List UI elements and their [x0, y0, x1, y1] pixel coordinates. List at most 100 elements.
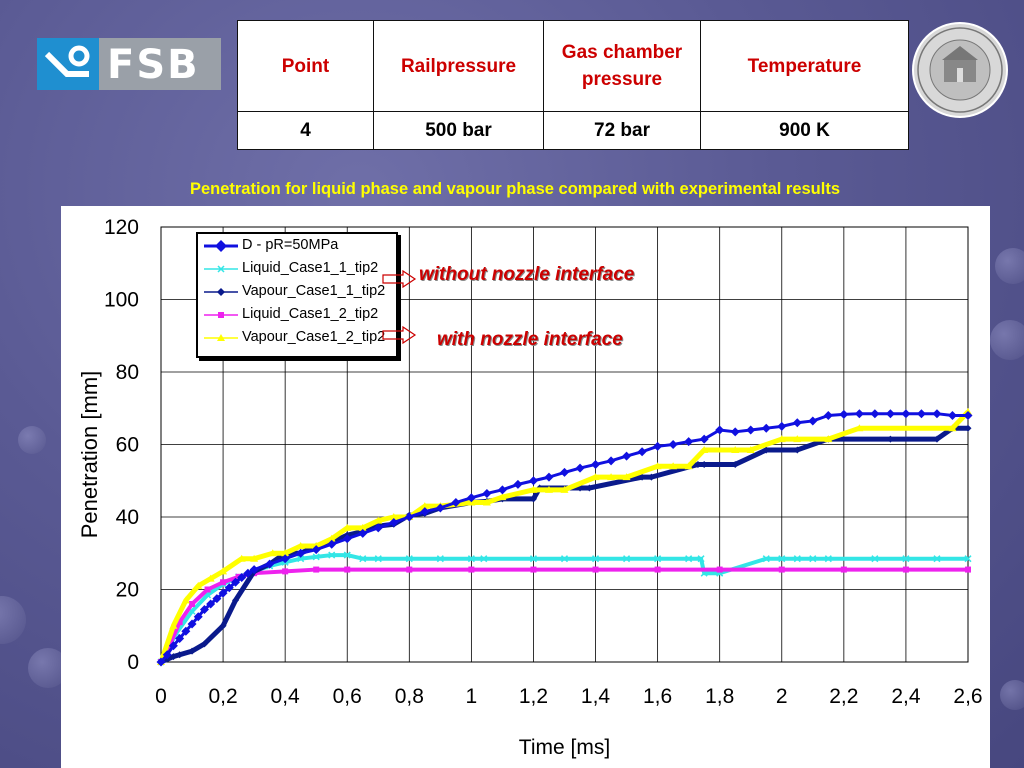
- data-point: [793, 446, 801, 454]
- header-gas-chamber-pressure: Gas chamber pressure: [543, 20, 701, 112]
- data-point: [468, 566, 475, 573]
- data-point: [373, 523, 383, 533]
- data-point: [777, 421, 787, 431]
- data-point: [964, 424, 972, 432]
- background-bubble: [1000, 680, 1024, 710]
- data-point: [916, 409, 926, 419]
- data-point: [243, 568, 253, 578]
- data-point: [647, 473, 655, 481]
- data-point: [560, 467, 569, 477]
- data-point: [176, 651, 184, 659]
- data-point: [467, 555, 475, 563]
- data-point: [230, 577, 240, 587]
- x-tick-label: 2: [776, 685, 788, 708]
- data-point: [343, 551, 351, 559]
- data-point: [823, 411, 833, 420]
- background-bubble: [0, 596, 26, 644]
- data-point: [498, 493, 507, 501]
- legend-swatch: [204, 312, 238, 318]
- data-point: [700, 460, 708, 468]
- data-point: [250, 554, 259, 562]
- legend-label: Vapour_Case1_1_tip2: [242, 283, 386, 299]
- data-point: [591, 473, 600, 481]
- data-point: [778, 566, 785, 573]
- data-point: [694, 460, 702, 468]
- data-point: [282, 568, 289, 575]
- data-point: [249, 565, 259, 575]
- data-point: [199, 604, 209, 614]
- legend-item: Vapour_Case1_1_tip2: [202, 282, 394, 302]
- data-point: [204, 586, 211, 593]
- data-point: [529, 555, 537, 563]
- y-tick-label: 20: [116, 579, 139, 602]
- data-point: [327, 534, 336, 542]
- data-point: [237, 573, 247, 583]
- data-point: [932, 409, 942, 419]
- data-point: [653, 441, 663, 451]
- header-point: Point: [237, 20, 374, 112]
- x-tick-label: 0: [155, 685, 167, 708]
- data-point: [761, 423, 771, 433]
- data-point: [901, 409, 911, 419]
- data-point: [237, 554, 246, 562]
- parameters-table: Point Railpressure Gas chamber pressure …: [237, 20, 909, 150]
- x-tick-label: 1,6: [643, 685, 672, 708]
- data-point: [607, 473, 616, 481]
- background-bubble: [990, 320, 1024, 360]
- cell-gas-chamber-pressure: 72 bar: [543, 111, 701, 150]
- y-tick-label: 80: [116, 361, 139, 384]
- data-point: [200, 640, 208, 648]
- data-point: [162, 650, 172, 660]
- data-point: [529, 485, 538, 493]
- legend-item: Vapour_Case1_2_tip2: [202, 328, 394, 348]
- x-tick-label: 0,8: [395, 685, 424, 708]
- university-seal-icon: [912, 22, 1008, 118]
- data-point: [669, 462, 678, 470]
- data-point: [389, 517, 399, 527]
- data-point: [685, 555, 693, 563]
- arrow-right-icon: [382, 326, 417, 344]
- legend-label: D - pR=50MPa: [242, 237, 339, 253]
- annotation-without-nozzle: without nozzle interface: [419, 264, 635, 285]
- data-point: [451, 498, 461, 507]
- x-axis-label: Time [ms]: [519, 736, 610, 759]
- data-point: [854, 409, 864, 419]
- data-point: [406, 566, 413, 573]
- data-point: [280, 554, 290, 564]
- data-point: [965, 566, 971, 573]
- annotation-with-nozzle: with nozzle interface: [437, 329, 623, 350]
- data-point: [731, 445, 740, 453]
- data-point: [189, 601, 196, 607]
- legend-label: Liquid_Case1_1_tip2: [242, 260, 379, 276]
- y-tick-label: 60: [116, 434, 139, 457]
- legend-item: Liquid_Case1_2_tip2: [202, 305, 394, 325]
- data-point: [778, 555, 786, 563]
- data-point: [731, 460, 739, 468]
- y-tick-label: 40: [116, 506, 139, 529]
- data-point: [181, 626, 191, 636]
- x-tick-label: 0,6: [333, 685, 362, 708]
- data-point: [855, 424, 864, 432]
- logo-text: FSB: [107, 42, 200, 88]
- data-point: [777, 435, 786, 443]
- data-point: [730, 427, 740, 437]
- data-point: [591, 459, 601, 469]
- data-point: [886, 435, 894, 443]
- table-row: 4 500 bar 72 bar 900 K: [237, 111, 909, 150]
- data-point: [404, 512, 414, 522]
- data-point: [156, 657, 166, 667]
- data-point: [808, 416, 818, 426]
- data-point: [902, 566, 909, 573]
- data-point: [622, 451, 632, 461]
- data-point: [684, 462, 693, 470]
- data-point: [839, 409, 849, 419]
- x-tick-label: 1: [466, 685, 478, 708]
- data-point: [715, 425, 725, 435]
- data-point: [344, 566, 351, 573]
- data-point: [169, 621, 178, 629]
- data-point: [793, 435, 802, 443]
- data-point: [585, 484, 593, 492]
- data-point: [420, 507, 430, 517]
- chart-area: 0 0,2 0,4 0,6 0,8 1 1,2 1,4 1,6 1,8 2 2,2 2,4 2,6 0 20 4…: [61, 206, 990, 768]
- data-point: [405, 555, 413, 563]
